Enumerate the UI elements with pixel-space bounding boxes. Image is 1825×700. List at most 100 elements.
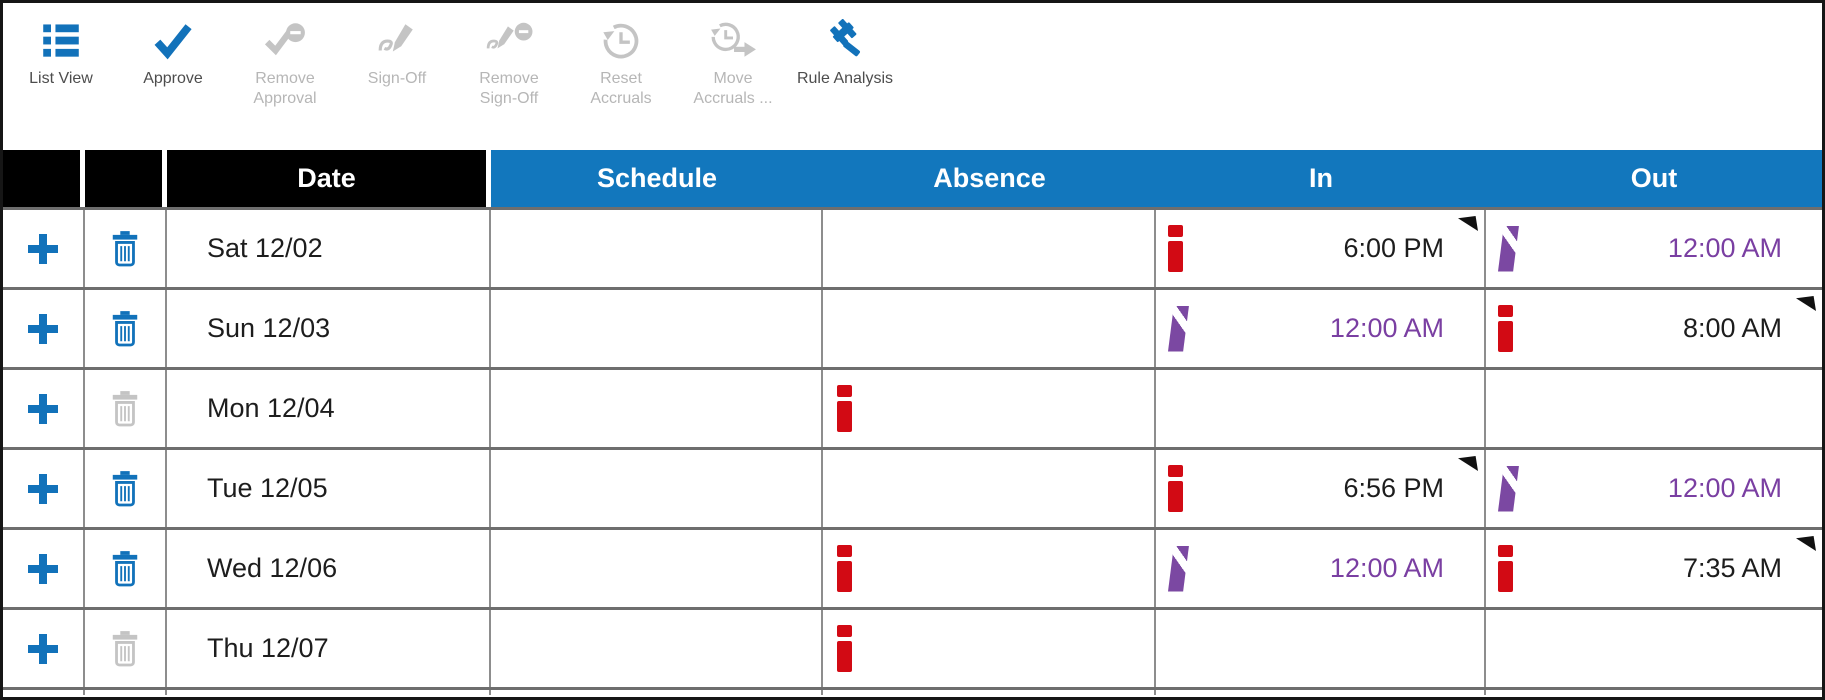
exception-icon-bar <box>1168 481 1183 512</box>
schedule-cell[interactable] <box>491 370 823 447</box>
partial-cell <box>167 690 491 695</box>
date-label: Sat 12/02 <box>207 233 323 263</box>
in-punch-cell[interactable]: 6:00 PM <box>1156 210 1486 287</box>
date-cell: Sun 12/03 <box>167 290 491 367</box>
absence-cell[interactable] <box>823 610 1156 687</box>
date-label: Thu 12/07 <box>207 633 329 663</box>
phantom-punch-icon <box>1168 305 1189 352</box>
toolbar-item-reset-accruals[interactable]: Reset Accruals <box>565 17 677 109</box>
delete-row-button[interactable] <box>109 230 141 268</box>
exception-icon-dot <box>1498 305 1513 317</box>
exception-icon <box>837 385 852 432</box>
toolbar-label: Remove Approval <box>253 70 317 107</box>
add-cell <box>3 530 85 607</box>
exception-icon <box>1498 305 1513 352</box>
add-punch-button[interactable] <box>25 471 61 507</box>
remove-sign-off-icon <box>485 17 533 63</box>
phantom-punch-icon <box>1498 225 1519 272</box>
date-label: Mon 12/04 <box>207 393 335 423</box>
exception-icon <box>1168 465 1183 512</box>
out-punch-cell[interactable] <box>1486 370 1822 447</box>
exception-icon-bar <box>1498 561 1513 592</box>
timecard-row: Tue 12/05 6:56 PM 12:00 AM <box>3 447 1822 527</box>
out-punch-time: 8:00 AM <box>1682 313 1782 343</box>
timecard-rows: Sat 12/02 6:00 PM 12:00 AM Sun 12/03 12:00 A… <box>3 207 1822 695</box>
in-punch-cell[interactable]: 6:56 PM <box>1156 450 1486 527</box>
partial-cell <box>1156 690 1486 695</box>
timecard-row: Thu 12/07 <box>3 607 1822 687</box>
date-cell: Sat 12/02 <box>167 210 491 287</box>
delete-cell <box>85 610 167 687</box>
toolbar-item-rule-analysis[interactable]: Rule Analysis <box>789 17 901 89</box>
add-punch-button[interactable] <box>25 231 61 267</box>
header-schedule: Schedule <box>596 163 718 193</box>
note-indicator-icon <box>1796 296 1816 311</box>
in-punch-cell[interactable] <box>1156 610 1486 687</box>
toolbar-item-remove-sign-off[interactable]: Remove Sign-Off <box>453 17 565 109</box>
absence-cell[interactable] <box>823 370 1156 447</box>
add-punch-button[interactable] <box>25 551 61 587</box>
delete-cell <box>85 210 167 287</box>
remove-approval-icon <box>263 17 307 63</box>
delete-row-button[interactable] <box>109 310 141 348</box>
exception-icon-bar <box>1168 241 1183 272</box>
absence-cell[interactable] <box>823 290 1156 367</box>
schedule-cell[interactable] <box>491 290 823 367</box>
absence-cell[interactable] <box>823 450 1156 527</box>
exception-icon-bar <box>837 641 852 672</box>
delete-row-button[interactable] <box>109 550 141 588</box>
in-punch-cell[interactable]: 12:00 AM <box>1156 290 1486 367</box>
delete-row-button[interactable] <box>109 390 141 428</box>
add-punch-button[interactable] <box>25 391 61 427</box>
header-absence: Absence <box>933 163 1046 193</box>
exception-icon-bar <box>837 561 852 592</box>
schedule-cell[interactable] <box>491 450 823 527</box>
phantom-punch-icon <box>1498 465 1519 512</box>
partial-cell <box>1486 690 1822 695</box>
schedule-cell[interactable] <box>491 210 823 287</box>
out-punch-cell[interactable] <box>1486 610 1822 687</box>
out-punch-time: 7:35 AM <box>1682 553 1782 583</box>
toolbar-label: Sign-Off <box>367 70 427 87</box>
toolbar-item-sign-off[interactable]: Sign-Off <box>341 17 453 89</box>
date-label: Tue 12/05 <box>207 473 328 503</box>
rule-analysis-icon <box>824 17 866 63</box>
out-punch-cell[interactable]: 8:00 AM <box>1486 290 1822 367</box>
phantom-punch-icon <box>1168 545 1189 592</box>
toolbar-label: Rule Analysis <box>796 70 894 87</box>
toolbar-item-move-accruals[interactable]: Move Accruals ... <box>677 17 789 109</box>
exception-icon <box>1498 545 1513 592</box>
toolbar-item-remove-approval[interactable]: Remove Approval <box>229 17 341 109</box>
exception-icon-dot <box>1168 225 1183 237</box>
add-cell <box>3 210 85 287</box>
schedule-cell[interactable] <box>491 610 823 687</box>
delete-row-button[interactable] <box>109 630 141 668</box>
date-cell: Mon 12/04 <box>167 370 491 447</box>
toolbar: List View Approve Remove Approval <box>3 3 1822 150</box>
out-punch-cell[interactable]: 7:35 AM <box>1486 530 1822 607</box>
absence-cell[interactable] <box>823 530 1156 607</box>
exception-icon-dot <box>1168 465 1183 477</box>
toolbar-item-list-view[interactable]: List View <box>5 17 117 89</box>
schedule-cell[interactable] <box>491 530 823 607</box>
exception-icon-dot <box>837 385 852 397</box>
in-punch-time: 12:00 AM <box>1329 553 1444 583</box>
add-cell <box>3 610 85 687</box>
in-punch-cell[interactable]: 12:00 AM <box>1156 530 1486 607</box>
out-punch-time: 12:00 AM <box>1667 233 1782 263</box>
grid-header: Date Schedule Absence In Out <box>3 150 1822 207</box>
absence-cell[interactable] <box>823 210 1156 287</box>
toolbar-item-approve[interactable]: Approve <box>117 17 229 89</box>
exception-icon <box>837 545 852 592</box>
date-label: Wed 12/06 <box>207 553 338 583</box>
add-punch-button[interactable] <box>25 631 61 667</box>
delete-row-button[interactable] <box>109 470 141 508</box>
out-punch-cell[interactable]: 12:00 AM <box>1486 210 1822 287</box>
add-punch-button[interactable] <box>25 311 61 347</box>
out-punch-cell[interactable]: 12:00 AM <box>1486 450 1822 527</box>
timecard-row: Mon 12/04 <box>3 367 1822 447</box>
date-label: Sun 12/03 <box>207 313 331 343</box>
exception-icon-dot <box>837 625 852 637</box>
in-punch-cell[interactable] <box>1156 370 1486 447</box>
timecard-row: Sat 12/02 6:00 PM 12:00 AM <box>3 207 1822 287</box>
